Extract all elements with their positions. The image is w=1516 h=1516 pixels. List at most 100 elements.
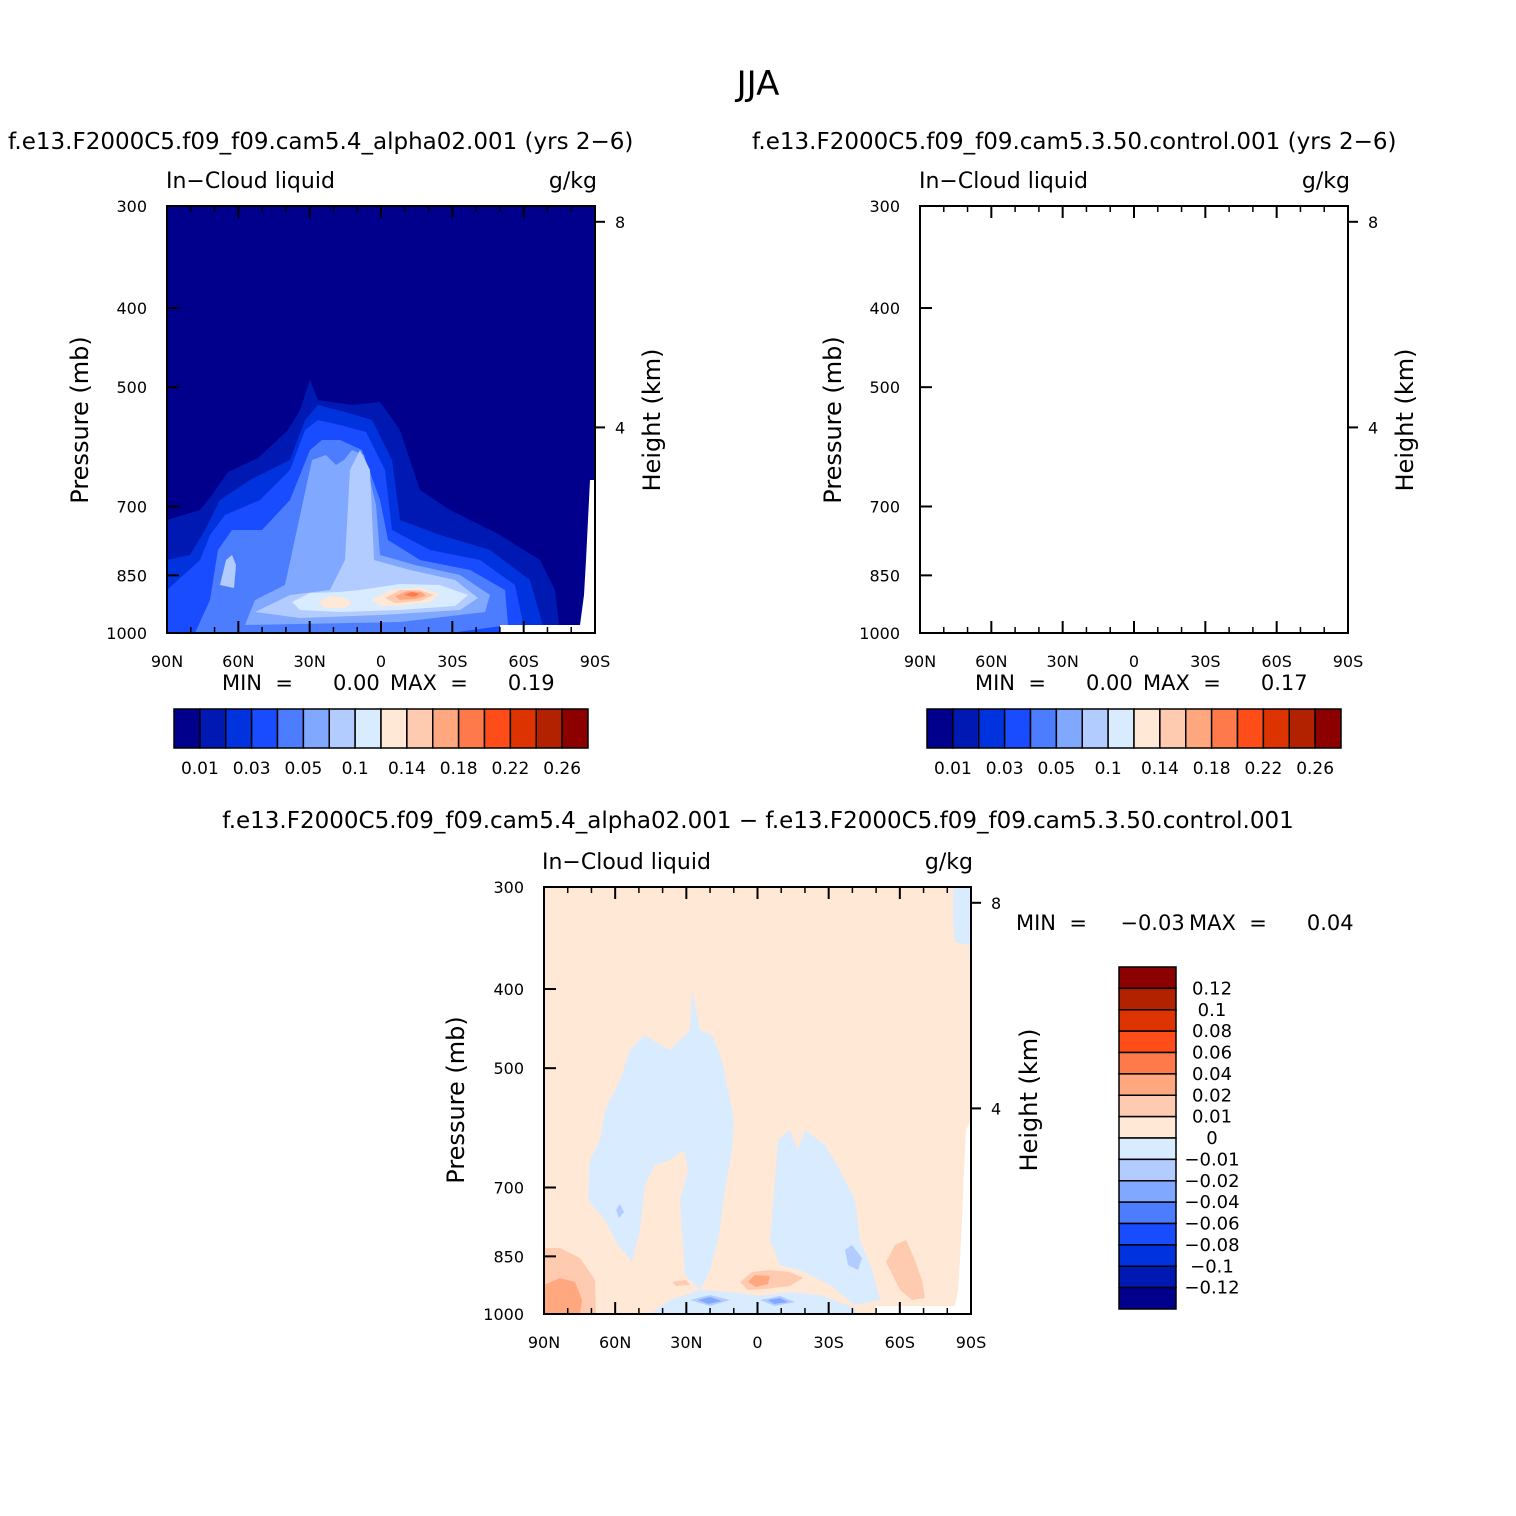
y-tick-label: 700: [116, 498, 147, 517]
contour-level-11: [404, 592, 420, 597]
x-tick-label: 90S: [580, 652, 611, 671]
panel-diff-contours: [544, 887, 971, 1314]
contour-negative-surface: [650, 1290, 860, 1314]
y-tick-label: 400: [869, 299, 900, 318]
colorbar-swatch: [1118, 1030, 1177, 1054]
x-tick-label: 90N: [904, 652, 936, 671]
x-tick-label: 0: [376, 652, 386, 671]
colorbar-swatch: [406, 708, 434, 749]
colorbar-swatch: [483, 708, 512, 749]
colorbar-swatch: [535, 708, 563, 749]
y-tick-label: 500: [116, 378, 147, 397]
colorbar-swatch: [952, 708, 980, 749]
colorbar-swatch: [276, 708, 305, 749]
x-tick-label: 30S: [437, 652, 468, 671]
colorbar-swatch: [432, 708, 460, 749]
y-tick-label: 500: [869, 378, 900, 397]
contour-negative-blob-2: [616, 1204, 624, 1218]
contour-negative-minus02-a: [690, 1295, 795, 1306]
y2-tick-label: 4: [615, 418, 625, 437]
contour-level-8: [1071, 590, 1189, 608]
colorbar-label: 0: [1206, 1128, 1217, 1149]
colorbar-swatch: [173, 708, 201, 749]
colorbar-label: 0.26: [543, 759, 581, 779]
x-tick-label: 30S: [813, 1333, 844, 1352]
contour-level-2: [920, 405, 1298, 633]
colorbar-label: −0.06: [1184, 1214, 1239, 1235]
x-tick-label: 90N: [528, 1333, 560, 1352]
colorbar-label: 0.22: [1244, 759, 1282, 779]
panel-diff-variable-label: In−Cloud liquid: [542, 850, 711, 875]
colorbar-swatch: [1118, 1180, 1177, 1203]
panel-control-axes: 90N 60N 30N 0 30S 60S 90S 300 400 500 700 850 1000 8 4: [859, 197, 1378, 671]
panel-diff: f.e13.F2000C5.f09_f09.cam5.4_alpha02.001…: [222, 808, 1353, 1352]
colorbar-swatch: [1118, 1244, 1177, 1267]
colorbar-label: 0.01: [1192, 1107, 1232, 1128]
colorbar-label: 0.1: [1095, 759, 1122, 779]
colorbar-swatch: [1118, 1073, 1177, 1096]
colorbar-swatch: [1118, 1137, 1177, 1161]
y-tick-label: 300: [116, 197, 147, 216]
colorbar-label: −0.04: [1184, 1192, 1239, 1213]
colorbar-label: 0.12: [1192, 978, 1232, 999]
x-tick-label: 60N: [599, 1333, 631, 1352]
colorbar-swatch: [1118, 1286, 1177, 1310]
colorbar-swatch: [561, 708, 589, 749]
contour-level-10: [1153, 592, 1175, 598]
colorbar-label: 0.22: [491, 759, 529, 779]
contour-level-9: [1141, 591, 1183, 602]
panel-alpha-variable-label: In−Cloud liquid: [166, 169, 335, 194]
x-tick-label: 30N: [1047, 652, 1079, 671]
colorbar-swatch: [1118, 1094, 1177, 1118]
y-tick-label: 850: [869, 566, 900, 585]
y-tick-label: 300: [869, 197, 900, 216]
panel-control-max: MAX = 0.17: [1143, 671, 1308, 695]
panel-control-contours: [920, 206, 1348, 633]
x-tick-label: 60S: [1261, 652, 1292, 671]
contour-level-7: [1045, 584, 1221, 612]
colorbar-label: 0.26: [1296, 759, 1334, 779]
panel-diff-min: MIN = −0.03: [1016, 911, 1185, 935]
colorbar-swatch: [509, 708, 537, 749]
colorbar-label: 0.06: [1192, 1043, 1232, 1064]
contour-level-1: [920, 372, 1318, 633]
x-tick-label: 90S: [1333, 652, 1364, 671]
colorbar-swatch: [1118, 1222, 1177, 1246]
panel-diff-axes: 90N 60N 30N 0 30S 60S 90S 300 400 500 700 850 1000 8 4: [483, 878, 1001, 1352]
colorbar-swatch: [1185, 708, 1213, 749]
colorbar-label: 0.1: [342, 759, 369, 779]
contour-level-6: [1008, 455, 1231, 618]
panel-diff-title: f.e13.F2000C5.f09_f09.cam5.4_alpha02.001…: [222, 808, 1293, 834]
colorbar-swatch: [978, 708, 1006, 749]
y2-tick-label: 8: [991, 894, 1001, 913]
page-title: JJA: [735, 64, 780, 104]
colorbar-swatch: [328, 708, 356, 749]
colorbar-label: 0.18: [1193, 759, 1231, 779]
x-tick-label: 30S: [1190, 652, 1221, 671]
y-tick-label: 850: [493, 1247, 524, 1266]
colorbar-swatch: [225, 708, 253, 749]
y-tick-label: 700: [493, 1179, 524, 1198]
colorbar-swatch: [1003, 708, 1032, 749]
panel-control: f.e13.F2000C5.f09_f09.cam5.3.50.control.…: [752, 129, 1419, 779]
y-tick-label: 400: [116, 299, 147, 318]
contour-fill-background: [920, 206, 1348, 633]
colorbar-swatch: [1118, 1158, 1177, 1182]
panel-alpha-title: f.e13.F2000C5.f09_f09.cam5.4_alpha02.001…: [8, 129, 633, 155]
x-tick-label: 90N: [151, 652, 183, 671]
colorbar-label: 0.04: [1192, 1064, 1232, 1085]
y-tick-label: 700: [869, 498, 900, 517]
contour-negative-top-right: [953, 887, 971, 945]
colorbar-swatch: [1118, 987, 1177, 1011]
y-tick-label: 400: [493, 980, 524, 999]
colorbar-swatch: [1118, 1201, 1177, 1225]
contour-level-5: [975, 450, 1243, 625]
y2-tick-label: 4: [1368, 418, 1378, 437]
contour-negative-blob-1: [845, 1245, 862, 1270]
colorbar-swatch: [354, 708, 382, 749]
panel-diff-y2label: Height (km): [1015, 1029, 1043, 1172]
missing-data-region: [1253, 480, 1348, 633]
x-tick-label: 60N: [975, 652, 1007, 671]
x-tick-label: 30N: [294, 652, 326, 671]
